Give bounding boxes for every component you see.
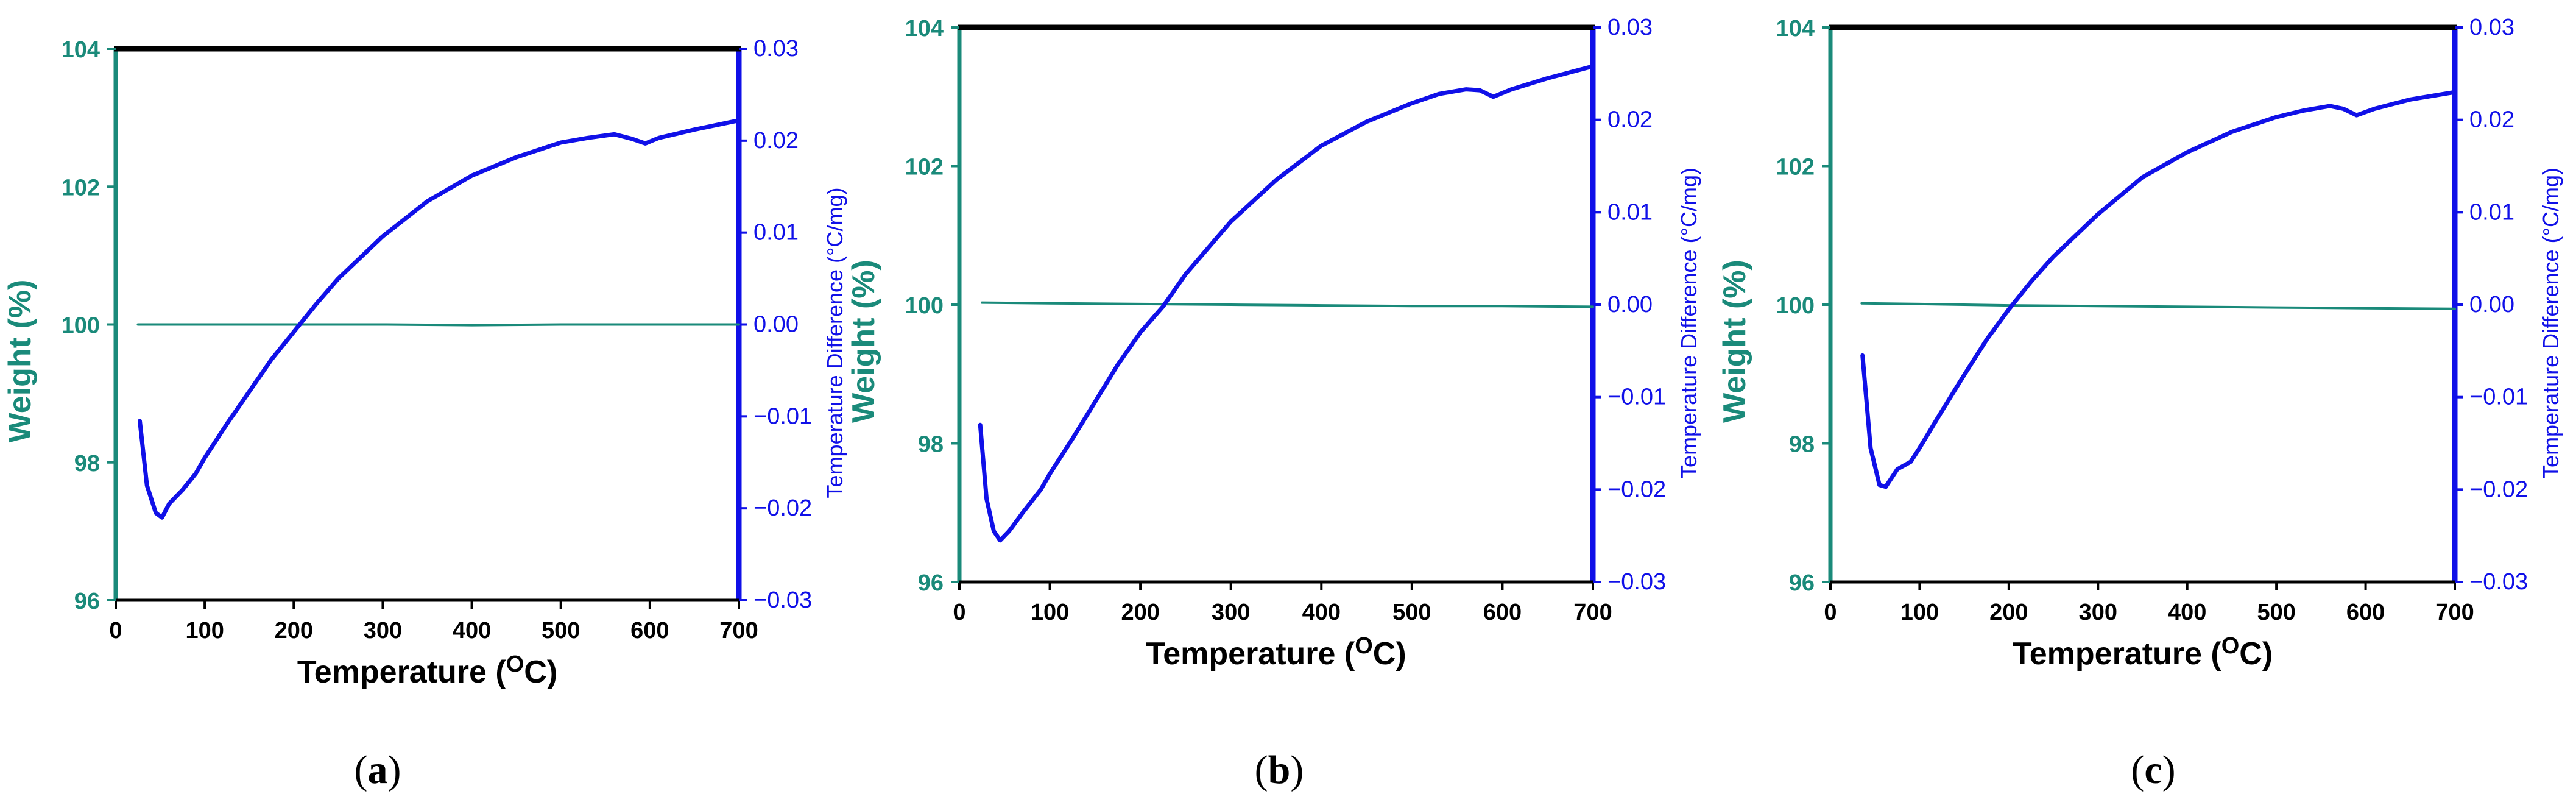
y-right-tick-label: 0.01 xyxy=(753,220,799,246)
x-tick-label: 400 xyxy=(2168,600,2206,625)
x-tick-label: 100 xyxy=(185,618,224,644)
y-right-tick-label: 0.00 xyxy=(753,312,799,338)
y-right-tick-label: −0.02 xyxy=(1607,477,1666,502)
x-tick-label: 500 xyxy=(2257,600,2295,625)
x-tick-label: 600 xyxy=(2346,600,2385,625)
y-left-tick-label: 104 xyxy=(62,37,100,63)
x-tick-label: 300 xyxy=(2079,600,2117,625)
temp-difference-series-line xyxy=(978,64,1595,543)
weight-series-line xyxy=(981,301,1594,308)
x-tick-label: 200 xyxy=(275,618,313,644)
y-right-tick-label: 0.02 xyxy=(1607,107,1653,133)
chart-panel-c: 0 100 200 300 400 500 600 700 96 98 100 102 104 −0.03… xyxy=(1717,15,2563,792)
y-right-tick-label: −0.03 xyxy=(2469,569,2528,595)
y-left-tick-label: 102 xyxy=(905,155,944,180)
x-tick-label: 700 xyxy=(2435,600,2474,625)
y-right-tick-label: 0.01 xyxy=(2469,199,2514,225)
y-left-tick-label: 100 xyxy=(1776,293,1815,319)
x-tick-label: 0 xyxy=(109,618,122,644)
chart-panel-a: 0 100 200 300 400 500 600 700 96 98 100 102 104 −0.03… xyxy=(2,36,847,792)
y-right-tick-label: 0.00 xyxy=(2469,292,2514,317)
y-right-axis-title: Temperature Difference (°C/mg) xyxy=(1676,168,1701,478)
x-tick-label: 700 xyxy=(719,618,758,644)
y-left-tick-label: 104 xyxy=(1776,16,1815,41)
y-left-tick-label: 104 xyxy=(905,16,944,41)
y-right-tick-label: −0.03 xyxy=(753,587,812,613)
y-right-tick-label: 0.02 xyxy=(2469,107,2514,133)
x-tick-label: 500 xyxy=(1392,600,1431,625)
y-right-tick-label: 0.02 xyxy=(753,128,799,154)
y-left-tick-label: 96 xyxy=(1789,570,1815,596)
x-tick-label: 600 xyxy=(630,618,669,644)
temp-difference-series-line xyxy=(1860,90,2457,489)
temp-difference-series-line xyxy=(138,118,741,520)
y-left-tick-label: 96 xyxy=(74,589,100,614)
y-right-tick-label: −0.01 xyxy=(753,403,812,429)
x-tick-label: 0 xyxy=(953,600,965,625)
x-tick-label: 600 xyxy=(1483,600,1522,625)
x-axis-title: Temperature (OC) xyxy=(297,651,557,690)
y-left-axis-title: Weight (%) xyxy=(1717,260,1752,423)
y-right-tick-label: 0.01 xyxy=(1607,199,1653,225)
chart-panel-b: 0 100 200 300 400 500 600 700 96 98 100 102 104 −0.03… xyxy=(846,15,1701,792)
x-tick-label: 0 xyxy=(1824,600,1837,625)
x-tick-label: 500 xyxy=(542,618,580,644)
y-right-axis-title: Temperature Difference (°C/mg) xyxy=(2538,168,2563,478)
y-right-tick-label: 0.03 xyxy=(753,36,799,62)
x-tick-label: 100 xyxy=(1900,600,1939,625)
panel-caption: (a) xyxy=(355,748,401,792)
y-left-tick-label: 96 xyxy=(918,570,944,596)
x-tick-label: 100 xyxy=(1031,600,1069,625)
y-left-tick-label: 102 xyxy=(1776,155,1815,180)
x-tick-label: 700 xyxy=(1573,600,1612,625)
y-right-tick-label: 0.03 xyxy=(1607,15,1653,40)
y-right-tick-label: −0.01 xyxy=(1607,385,1666,410)
panel-caption: (c) xyxy=(2131,748,2175,792)
y-right-tick-label: −0.03 xyxy=(1607,569,1666,595)
y-left-tick-label: 98 xyxy=(74,451,100,477)
y-left-axis-title: Weight (%) xyxy=(2,280,38,443)
x-tick-label: 300 xyxy=(364,618,402,644)
weight-series-line xyxy=(1860,302,2456,310)
y-right-axis-title: Temperature Difference (°C/mg) xyxy=(822,188,847,498)
x-tick-label: 300 xyxy=(1212,600,1250,625)
x-tick-label: 200 xyxy=(1121,600,1159,625)
x-tick-label: 400 xyxy=(453,618,491,644)
x-tick-label: 200 xyxy=(1989,600,2028,625)
y-left-axis-title: Weight (%) xyxy=(846,260,881,423)
y-right-tick-label: 0.03 xyxy=(2469,15,2514,40)
y-left-tick-label: 102 xyxy=(62,175,100,200)
x-axis-title: Temperature (OC) xyxy=(1146,633,1406,672)
y-left-tick-label: 100 xyxy=(905,293,944,319)
y-right-tick-label: 0.00 xyxy=(1607,292,1653,317)
panel-caption: (b) xyxy=(1255,748,1304,792)
y-left-tick-label: 98 xyxy=(1789,432,1815,458)
y-left-tick-label: 98 xyxy=(918,432,944,458)
x-tick-label: 400 xyxy=(1302,600,1341,625)
y-left-tick-label: 100 xyxy=(62,313,100,339)
y-right-tick-label: −0.01 xyxy=(2469,385,2528,410)
y-right-tick-label: −0.02 xyxy=(753,495,812,521)
y-right-tick-label: −0.02 xyxy=(2469,477,2528,502)
x-axis-title: Temperature (OC) xyxy=(2013,633,2273,672)
